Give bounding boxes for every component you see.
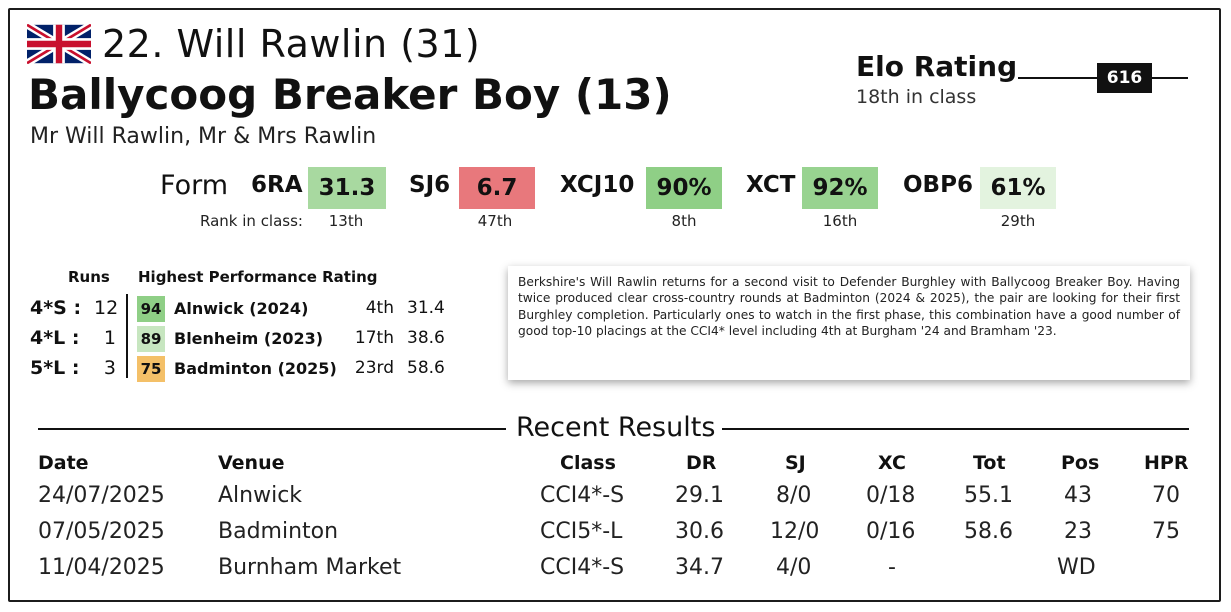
- cell-hpr: 70: [1152, 483, 1180, 508]
- cell-class: CCI5*-L: [540, 519, 623, 544]
- rank-6ra: 13th: [328, 212, 364, 230]
- cell-venue: Badminton: [218, 519, 339, 544]
- cell-sj: 12/0: [770, 519, 820, 544]
- rank-sj6: 47th: [477, 212, 513, 230]
- cell-hpr: 75: [1152, 519, 1180, 544]
- col-header-sj: SJ: [785, 452, 806, 474]
- hpr-score: 38.6: [407, 328, 445, 348]
- cell-venue: Burnham Market: [218, 555, 402, 580]
- col-header-date: Date: [38, 452, 89, 474]
- recent-results-title: Recent Results: [516, 412, 716, 443]
- col-header-xc: XC: [878, 452, 906, 474]
- elo-value: 616: [1097, 63, 1152, 93]
- hpr-position: 4th: [365, 298, 394, 318]
- cell-xc: -: [888, 555, 896, 580]
- form-code-xct: XCT: [746, 172, 796, 198]
- hpr-badge: 94: [137, 296, 165, 322]
- cell-date: 07/05/2025: [38, 519, 165, 544]
- description-blurb: Berkshire's Will Rawlin returns for a se…: [508, 266, 1190, 380]
- form-value-obp6: 61%: [980, 167, 1056, 209]
- hpr-position: 17th: [354, 328, 394, 348]
- form-value-xct: 92%: [802, 167, 878, 209]
- run-count: 1: [103, 327, 116, 349]
- rank-label: Rank in class:: [200, 212, 303, 230]
- form-code-6ra: 6RA: [251, 172, 303, 198]
- uk-flag-icon: [27, 24, 91, 64]
- run-count: 3: [103, 357, 116, 379]
- hpr-venue: Blenheim (2023): [174, 329, 324, 348]
- cell-tot: 58.6: [964, 519, 1013, 544]
- form-value-xcj10: 90%: [646, 167, 722, 209]
- cell-sj: 8/0: [776, 483, 812, 508]
- cell-date: 11/04/2025: [38, 555, 165, 580]
- section-rule-left: [38, 428, 506, 430]
- section-rule-right: [722, 428, 1189, 430]
- elo-title: Elo Rating: [856, 50, 1018, 83]
- horse-name: Ballycoog Breaker Boy (13): [28, 70, 672, 119]
- hpr-score: 58.6: [407, 358, 445, 378]
- cell-sj: 4/0: [776, 555, 812, 580]
- rank-xct: 16th: [822, 212, 858, 230]
- cell-class: CCI4*-S: [540, 483, 625, 508]
- hpr-header: Highest Performance Rating: [138, 268, 378, 286]
- runs-divider: [126, 294, 128, 378]
- hpr-venue: Badminton (2025): [174, 359, 337, 378]
- cell-xc: 0/18: [866, 483, 916, 508]
- cell-dr: 30.6: [675, 519, 724, 544]
- hpr-position: 23rd: [354, 358, 394, 378]
- cell-tot: 55.1: [964, 483, 1013, 508]
- col-header-dr: DR: [686, 452, 717, 474]
- cell-pos: 23: [1064, 519, 1092, 544]
- form-code-sj6: SJ6: [409, 172, 451, 198]
- cell-dr: 29.1: [675, 483, 724, 508]
- run-count: 12: [94, 297, 119, 319]
- rider-card: [8, 8, 1221, 602]
- run-level: 4*L :: [30, 327, 80, 349]
- hpr-badge: 89: [137, 326, 165, 352]
- cell-date: 24/07/2025: [38, 483, 165, 508]
- form-code-xcj10: XCJ10: [560, 172, 635, 198]
- rank-obp6: 29th: [1000, 212, 1036, 230]
- hpr-badge: 75: [137, 356, 165, 382]
- cell-venue: Alnwick: [218, 483, 303, 508]
- col-header-tot: Tot: [973, 452, 1006, 474]
- hpr-venue: Alnwick (2024): [174, 299, 309, 318]
- cell-dr: 34.7: [675, 555, 724, 580]
- cell-pos: 43: [1064, 483, 1092, 508]
- rank-xcj10: 8th: [671, 212, 697, 230]
- cell-class: CCI4*-S: [540, 555, 625, 580]
- cell-xc: 0/16: [866, 519, 916, 544]
- run-level: 5*L :: [30, 357, 80, 379]
- runs-header: Runs: [68, 268, 110, 286]
- cell-pos: WD: [1057, 555, 1096, 580]
- col-header-venue: Venue: [218, 452, 285, 474]
- form-value-sj6: 6.7: [459, 167, 535, 209]
- run-level: 4*S :: [30, 297, 82, 319]
- hpr-score: 31.4: [407, 298, 445, 318]
- rider-name: 22. Will Rawlin (31): [102, 22, 481, 66]
- col-header-pos: Pos: [1061, 452, 1100, 474]
- form-code-obp6: OBP6: [903, 172, 973, 198]
- col-header-class: Class: [560, 452, 616, 474]
- col-header-hpr: HPR: [1144, 452, 1189, 474]
- form-label: Form: [160, 170, 229, 201]
- elo-subtitle: 18th in class: [856, 86, 977, 108]
- form-value-6ra: 31.3: [308, 167, 386, 209]
- owners: Mr Will Rawlin, Mr & Mrs Rawlin: [30, 124, 377, 149]
